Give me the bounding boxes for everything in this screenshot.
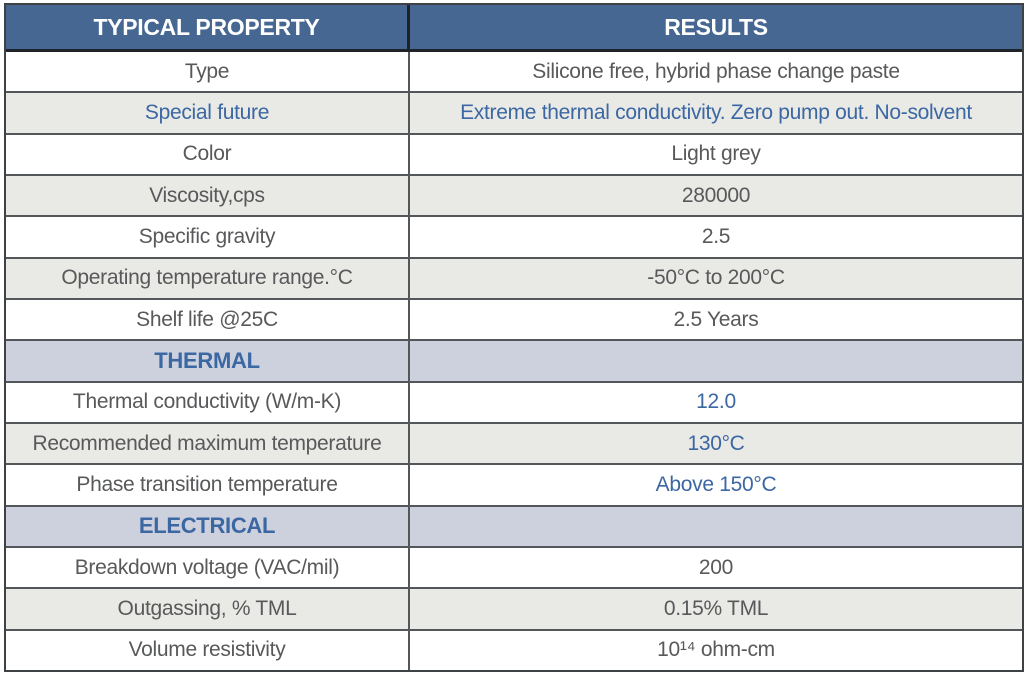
result-cell: Above 150°C	[655, 472, 777, 496]
result-cell: 2.5	[701, 224, 731, 248]
properties-table: TYPICAL PROPERTY RESULTS Type Silicone fr…	[4, 3, 1024, 672]
result-cell: 2.5 Years	[673, 307, 759, 331]
property-cell: Shelf life @25C	[6, 299, 410, 340]
result-cell: 12.0	[696, 390, 736, 414]
result-cell: 280000	[681, 183, 751, 207]
column-header-results: RESULTS	[664, 13, 768, 40]
table-header-row: TYPICAL PROPERTY RESULTS	[6, 5, 1022, 52]
table-row: Volume resistivity 10¹⁴ ohm-cm	[6, 630, 1022, 670]
column-header-typical-property: TYPICAL PROPERTY	[6, 5, 410, 49]
result-cell	[410, 507, 1022, 546]
table-row: Phase transition temperature Above 150°C	[6, 465, 1022, 507]
result-cell: 10¹⁴ ohm-cm	[657, 638, 775, 662]
property-cell: ELECTRICAL	[6, 506, 410, 546]
table-row: Operating temperature range.°C -50°C to 2…	[6, 258, 1022, 300]
property-cell: Special future	[6, 93, 410, 133]
property-cell: Thermal conductivity (W/m-K)	[6, 382, 410, 422]
table-row: Special future Extreme thermal conductivi…	[6, 93, 1022, 135]
property-cell: Viscosity,cps	[6, 175, 410, 216]
table-body: Type Silicone free, hybrid phase change p…	[6, 52, 1022, 670]
property-cell: Operating temperature range.°C	[6, 258, 410, 298]
table-row: Viscosity,cps 280000	[6, 175, 1022, 218]
result-cell: Silicone free, hybrid phase change paste	[532, 59, 900, 83]
property-cell: Recommended maximum temperature	[6, 423, 410, 464]
result-cell: Extreme thermal conductivity. Zero pump …	[460, 100, 972, 124]
table-row: Breakdown voltage (VAC/mil) 200	[6, 547, 1022, 590]
table-row: Type Silicone free, hybrid phase change p…	[6, 52, 1022, 94]
result-cell: 200	[698, 555, 734, 579]
table-row: Thermal conductivity (W/m-K) 12.0	[6, 382, 1022, 424]
property-cell: Outgassing, % TML	[6, 589, 410, 629]
result-cell: 130°C	[687, 431, 745, 455]
property-cell: Type	[6, 52, 410, 92]
property-cell: THERMAL	[6, 341, 410, 381]
result-cell: 0.15% TML	[663, 596, 769, 620]
property-cell: Volume resistivity	[6, 630, 410, 670]
table-row: Recommended maximum temperature 130°C	[6, 423, 1022, 466]
result-cell: Light grey	[671, 142, 761, 166]
table-row: Outgassing, % TML 0.15% TML	[6, 589, 1022, 631]
result-cell: -50°C to 200°C	[647, 266, 785, 290]
table-row: Specific gravity 2.5	[6, 217, 1022, 259]
section-row: ELECTRICAL	[6, 506, 1022, 548]
table-row: Shelf life @25C 2.5 Years	[6, 299, 1022, 342]
table-row: Color Light grey	[6, 134, 1022, 176]
property-cell: Phase transition temperature	[6, 465, 410, 505]
result-cell	[410, 341, 1022, 380]
section-row: THERMAL	[6, 341, 1022, 383]
property-cell: Specific gravity	[6, 217, 410, 257]
property-cell: Color	[6, 134, 410, 174]
property-cell: Breakdown voltage (VAC/mil)	[6, 547, 410, 588]
